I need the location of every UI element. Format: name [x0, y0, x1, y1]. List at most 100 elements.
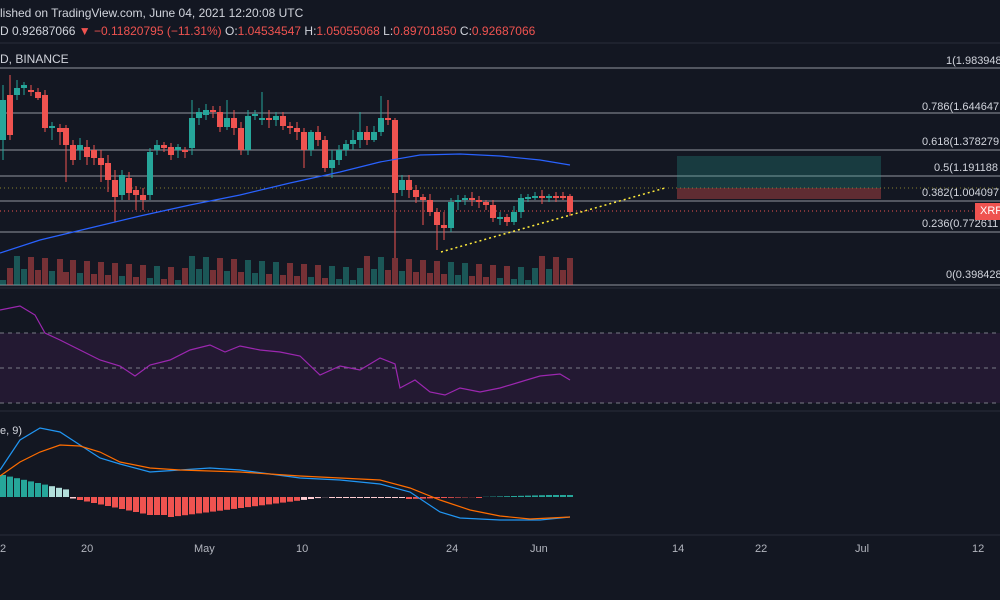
candle-body	[322, 140, 328, 168]
volume-bar	[427, 273, 433, 285]
macd-histogram-bar	[441, 497, 447, 498]
candle-body	[175, 147, 181, 150]
volume-bar	[112, 263, 118, 285]
volume-bar	[140, 265, 146, 285]
candle-body	[140, 195, 146, 200]
candle-body	[364, 132, 370, 140]
volume-bar	[553, 257, 559, 285]
x-tick: 14	[672, 543, 685, 555]
candle-body	[91, 150, 97, 158]
candle-body	[280, 116, 286, 126]
macd-histogram-bar	[336, 497, 342, 498]
volume-bar	[448, 262, 454, 285]
macd-histogram-bar	[14, 478, 20, 497]
candle-body	[126, 178, 132, 193]
volume-bar	[210, 270, 216, 285]
volume-bar	[287, 263, 293, 285]
candle-body	[217, 112, 223, 127]
candle-body	[294, 128, 300, 132]
macd-histogram-bar	[539, 495, 545, 497]
macd-histogram-bar	[0, 475, 6, 497]
candle-body	[476, 200, 482, 202]
candle-body	[511, 212, 517, 222]
macd-histogram-bar	[140, 497, 146, 514]
fib-level-0236: 0.236(0.772611	[922, 218, 999, 230]
x-tick: 24	[446, 543, 459, 555]
candle-body	[182, 150, 188, 152]
candle-body	[539, 196, 545, 198]
candle-body	[63, 128, 69, 145]
macd-histogram-bar	[420, 497, 426, 499]
candle-body	[196, 112, 202, 118]
macd-histogram-bar	[504, 496, 510, 497]
macd-histogram-bar	[7, 476, 13, 497]
volume-bar	[357, 268, 363, 285]
candle-body	[0, 100, 6, 140]
candle-body	[105, 163, 111, 180]
last-price: 0.92687066	[12, 24, 76, 38]
signal-line	[0, 444, 571, 520]
macd-histogram-bar	[49, 486, 55, 497]
volume-bar	[385, 270, 391, 285]
candle-body	[42, 95, 48, 128]
macd-histogram-bar	[238, 497, 244, 508]
macd-histogram-bar	[56, 487, 62, 497]
volume-bar	[539, 256, 545, 285]
macd-histogram-bar	[511, 496, 517, 497]
open-value: 1.04534547	[237, 24, 302, 38]
macd-histogram-bar	[308, 497, 314, 499]
macd-histogram-bar	[329, 497, 335, 498]
candle-body	[371, 132, 377, 140]
macd-histogram-bar	[392, 497, 398, 498]
candle-body	[84, 147, 90, 157]
volume-bar	[322, 278, 328, 285]
macd-histogram-bar	[553, 495, 559, 497]
volume-bar	[273, 262, 279, 285]
volume-bar	[126, 264, 132, 285]
volume-bar	[350, 280, 356, 285]
candle-body	[147, 152, 153, 195]
candle-body	[518, 198, 524, 212]
macd-histogram-bar	[91, 497, 97, 503]
x-tick: May	[194, 543, 215, 555]
macd-histogram-bar	[231, 497, 237, 509]
macd-histogram-bar	[154, 497, 160, 515]
macd-histogram-bar	[546, 495, 552, 497]
macd-histogram-bar	[126, 497, 132, 511]
symbol-suffix: D	[0, 24, 9, 38]
macd-histogram-bar	[210, 497, 216, 512]
volume-bar	[259, 261, 265, 285]
x-tick: Jul	[855, 543, 870, 555]
macd-histogram-bar	[161, 497, 167, 515]
volume-bar	[336, 279, 342, 285]
volume-bar	[301, 264, 307, 285]
macd-histogram-bar	[189, 497, 195, 515]
candle-body	[553, 196, 559, 198]
candle-body	[455, 200, 461, 202]
candle-body	[224, 118, 230, 127]
volume-bar	[343, 267, 349, 285]
candle-body	[252, 114, 258, 116]
candle-body	[483, 202, 489, 205]
candle-body	[273, 116, 279, 120]
macd-histogram-bar	[427, 497, 433, 499]
volume-bar	[497, 278, 503, 285]
macd-histogram-bar	[567, 495, 573, 497]
macd-histogram-bar	[21, 479, 27, 497]
macd-histogram-bar	[35, 483, 41, 497]
volume-bar	[371, 269, 377, 285]
volume-bar	[154, 266, 160, 285]
macd-histogram-bar	[217, 497, 223, 511]
volume-bar	[399, 271, 405, 285]
macd-histogram-bar	[315, 497, 321, 499]
price-tag: XRP	[975, 203, 1000, 220]
volume-bar	[203, 257, 209, 285]
volume-bar	[147, 278, 153, 285]
macd-histogram-bar	[364, 497, 370, 498]
volume-bar	[462, 263, 468, 285]
candle-body	[308, 132, 314, 150]
candle-body	[560, 196, 566, 198]
volume-bar	[455, 275, 461, 285]
x-tick: 12	[972, 543, 985, 555]
